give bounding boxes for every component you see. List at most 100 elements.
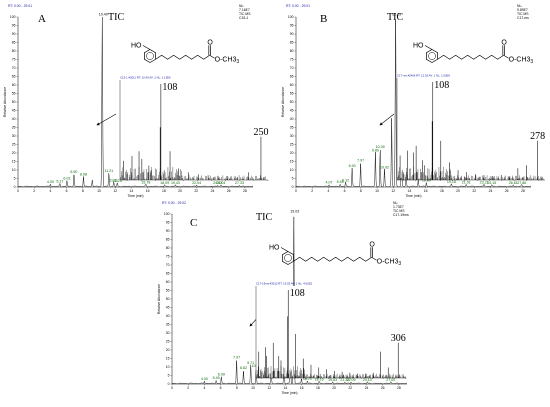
- x-tick-label: 4: [49, 189, 51, 193]
- ester-subscript: 3: [530, 59, 533, 65]
- inset-header: C17-19ms #3012 RT: 15.03 AV: 1 NL: 4.61E…: [256, 282, 313, 286]
- y-tick-label: 25: [290, 143, 294, 147]
- peak-label: 19.18: [447, 180, 456, 184]
- info-line: 7.16E7: [239, 8, 250, 12]
- inset-background: [120, 80, 268, 180]
- panel-letter: A: [38, 13, 46, 25]
- x-tick-label: 26: [381, 386, 385, 390]
- x-tick-label: 2: [311, 189, 313, 193]
- peak-label: 22.04: [192, 181, 201, 185]
- aromatic-circle: [428, 52, 436, 60]
- chemical-structure: HO O O-CH33: [413, 39, 533, 65]
- x-tick-label: 10: [375, 189, 379, 193]
- y-tick-label: 80: [166, 246, 170, 250]
- tic-trace: [17, 16, 254, 188]
- y-tick-label: 55: [290, 92, 294, 96]
- ester-bond: [503, 54, 509, 59]
- peak-label: 4.07: [325, 180, 332, 184]
- y-tick-label: 60: [12, 83, 16, 87]
- x-tick-label: 0: [17, 189, 19, 193]
- y-tick-label: 0: [292, 185, 294, 189]
- carbonyl-o-label: O: [207, 39, 213, 46]
- main-peak-label: 10.40: [99, 13, 108, 17]
- rt-range: RT: 0.00 - 29.01: [8, 4, 32, 8]
- x-tick-label: 20: [178, 189, 182, 193]
- y-tick-label: 55: [166, 289, 170, 293]
- y-tick-label: 45: [290, 109, 294, 113]
- y-tick-label: 80: [12, 49, 16, 53]
- peak-label: 24.10: [363, 378, 372, 382]
- tic-trace: [295, 19, 532, 188]
- info-line: C17-19ms: [393, 213, 409, 217]
- peak-label: 8.08: [80, 172, 87, 176]
- pointer-arrow: [379, 113, 395, 126]
- y-tick-label: 95: [12, 24, 16, 28]
- y-tick-label: 15: [290, 160, 294, 164]
- alkyl-chain: [155, 54, 210, 60]
- y-tick-label: 70: [290, 66, 294, 70]
- y-tick-label: 85: [290, 41, 294, 45]
- mz-annotation: 306: [391, 333, 406, 344]
- y-tick-label: 35: [166, 323, 170, 327]
- peak-label: 18.09: [160, 181, 169, 185]
- y-tick-label: 45: [166, 306, 170, 310]
- peak-label: 10.39: [376, 145, 385, 149]
- y-tick-label: 90: [290, 32, 294, 36]
- peak-label: 16.09: [422, 178, 431, 182]
- ester-bond: [209, 54, 215, 59]
- y-tick-label: 10: [290, 168, 294, 172]
- tic-label: TIC: [108, 12, 124, 23]
- x-tick-label: 20: [456, 189, 460, 193]
- inset-spectrum: C17-19ms #3012 RT: 15.03 AV: 1 NL: 4.61E…: [255, 282, 407, 379]
- x-tick-label: 26: [505, 189, 509, 193]
- y-tick-label: 55: [12, 92, 16, 96]
- y-tick-label: 95: [290, 24, 294, 28]
- y-tick-label: 35: [12, 126, 16, 130]
- peak-label: 5.45: [337, 180, 344, 184]
- y-tick-label: 5: [292, 177, 294, 181]
- peak-label: 23.21: [480, 180, 489, 184]
- x-tick-label: 14: [130, 189, 134, 193]
- y-tick-label: 70: [12, 66, 16, 70]
- peak-label: 16.71: [303, 377, 312, 381]
- aromatic-circle: [284, 254, 292, 262]
- x-tick-label: 0: [295, 189, 297, 193]
- ester-subscript: 3: [398, 261, 401, 267]
- x-tick-label: 4: [203, 386, 205, 390]
- y-tick-label: 85: [166, 238, 170, 242]
- inset-header: C15-1 #2011 RT: 10.40 AV: 1 NL: 1.13E6: [120, 76, 171, 80]
- y-tick-label: 70: [166, 263, 170, 267]
- hydroxyl-label: HO: [269, 245, 280, 252]
- x-axis-label: Time (min): [281, 391, 297, 395]
- y-tick-label: 65: [290, 75, 294, 79]
- mz-annotation: 278: [530, 131, 545, 142]
- y-tick-label: 75: [166, 255, 170, 259]
- y-tick-label: 25: [166, 340, 170, 344]
- y-tick-label: 100: [10, 15, 16, 19]
- y-tick-label: 75: [12, 58, 16, 62]
- info-line: 9.89E7: [517, 8, 528, 12]
- x-tick-label: 26: [227, 189, 231, 193]
- y-tick-label: 50: [166, 297, 170, 301]
- x-tick-label: 28: [521, 189, 525, 193]
- info-line: TIC MS: [517, 12, 529, 16]
- y-tick-label: 45: [12, 109, 16, 113]
- panel-letter: B: [320, 13, 327, 25]
- y-axis-label: Relative Abundance: [281, 87, 285, 117]
- inset-header: C17-ms #2466 RT: 12.29 AV: 1 NL: 1.52E6: [397, 74, 450, 78]
- y-tick-label: 35: [290, 126, 294, 130]
- x-tick-label: 2: [187, 386, 189, 390]
- x-tick-label: 2: [33, 189, 35, 193]
- y-tick-label: 20: [12, 151, 16, 155]
- peak-label: 5.17: [56, 179, 63, 183]
- x-tick-label: 8: [236, 386, 238, 390]
- peak-label: 9.71: [247, 361, 254, 365]
- peak-label: 24.63: [213, 181, 222, 185]
- peak-label: 6.09: [218, 373, 225, 377]
- y-tick-label: 100: [164, 212, 170, 216]
- main-peak-label: 15.03: [290, 210, 299, 214]
- hydroxyl-label: HO: [131, 43, 142, 50]
- x-tick-label: 22: [472, 189, 476, 193]
